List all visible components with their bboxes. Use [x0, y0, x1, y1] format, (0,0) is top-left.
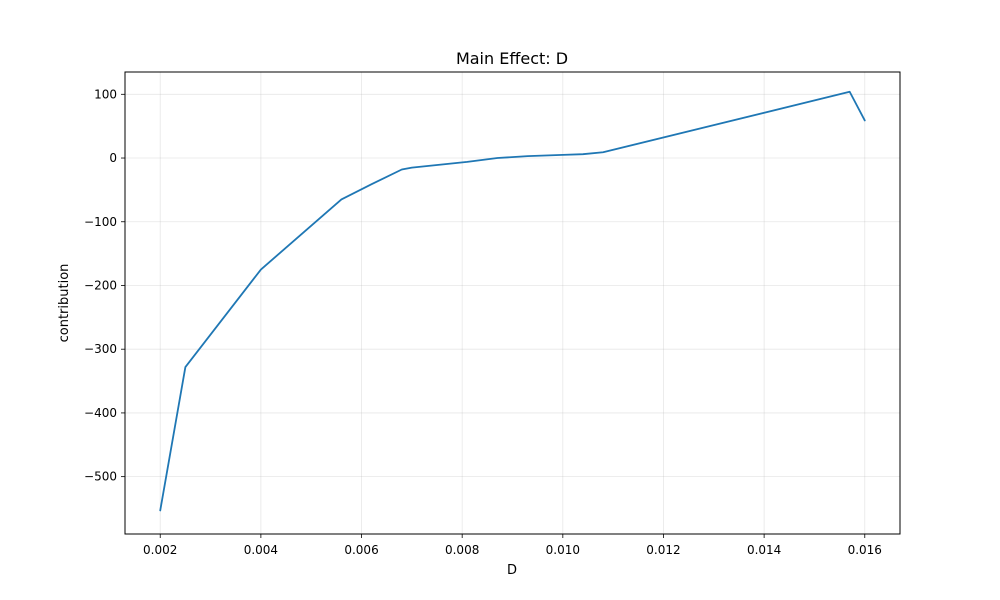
y-tick-label: 100: [94, 87, 117, 101]
x-tick-label: 0.010: [546, 543, 580, 557]
x-tick-label: 0.002: [143, 543, 177, 557]
x-tick-label: 0.016: [848, 543, 882, 557]
series-line: [159, 90, 866, 512]
y-tick-label: −300: [84, 342, 117, 356]
y-tick-label: −400: [84, 406, 117, 420]
series-layer: [159, 90, 866, 512]
y-tick-label: 0: [109, 151, 117, 165]
grid-layer: [125, 72, 900, 534]
chart-title: Main Effect: D: [456, 49, 568, 68]
y-tick-label: −500: [84, 470, 117, 484]
x-tick-label: 0.006: [344, 543, 378, 557]
y-tick-label: −100: [84, 215, 117, 229]
y-axis-label: contribution: [57, 264, 72, 343]
y-tick-label: −200: [84, 278, 117, 292]
x-axis-label: D: [507, 563, 517, 578]
plot-frame: [124, 71, 901, 535]
x-tick-label: 0.004: [244, 543, 278, 557]
x-tick-label: 0.012: [646, 543, 680, 557]
x-tick-label: 0.008: [445, 543, 479, 557]
x-tick-label: 0.014: [747, 543, 781, 557]
tick-layer: 0.002 0.004 0.006 0.008 0.010 0.012 0.014 0.016…: [84, 87, 882, 557]
